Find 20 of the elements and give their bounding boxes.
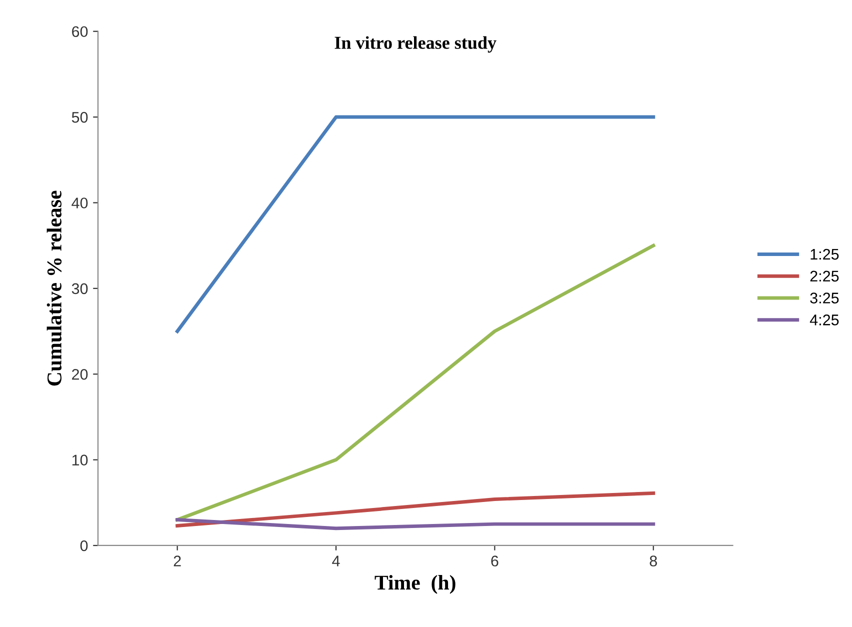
line-series bbox=[176, 244, 656, 522]
x-axis-title: Time (h) bbox=[374, 575, 456, 594]
y-tick-label: 50 bbox=[72, 112, 88, 123]
y-tick-label: 0 bbox=[80, 540, 88, 552]
y-tick-label: 40 bbox=[72, 198, 88, 208]
legend-label: 2:25 bbox=[810, 270, 839, 282]
x-tick-label: 4 bbox=[332, 556, 340, 566]
y-tick-label: 20 bbox=[72, 368, 88, 380]
legend-label: 1:25 bbox=[810, 248, 839, 260]
y-axis-title: Cumulative % release bbox=[46, 190, 62, 386]
legend-label: 4:25 bbox=[810, 314, 839, 326]
line-series bbox=[176, 491, 656, 528]
x-tick-label: 8 bbox=[650, 556, 657, 566]
legend-label: 3:25 bbox=[810, 292, 839, 304]
chart-title: In vitro release study bbox=[334, 36, 496, 53]
x-tick-label: 6 bbox=[491, 556, 498, 566]
y-tick-label: 10 bbox=[72, 454, 88, 466]
y-tick-label: 30 bbox=[72, 283, 88, 294]
x-tick-label: 2 bbox=[174, 556, 181, 566]
y-tick-label: 60 bbox=[72, 26, 88, 38]
